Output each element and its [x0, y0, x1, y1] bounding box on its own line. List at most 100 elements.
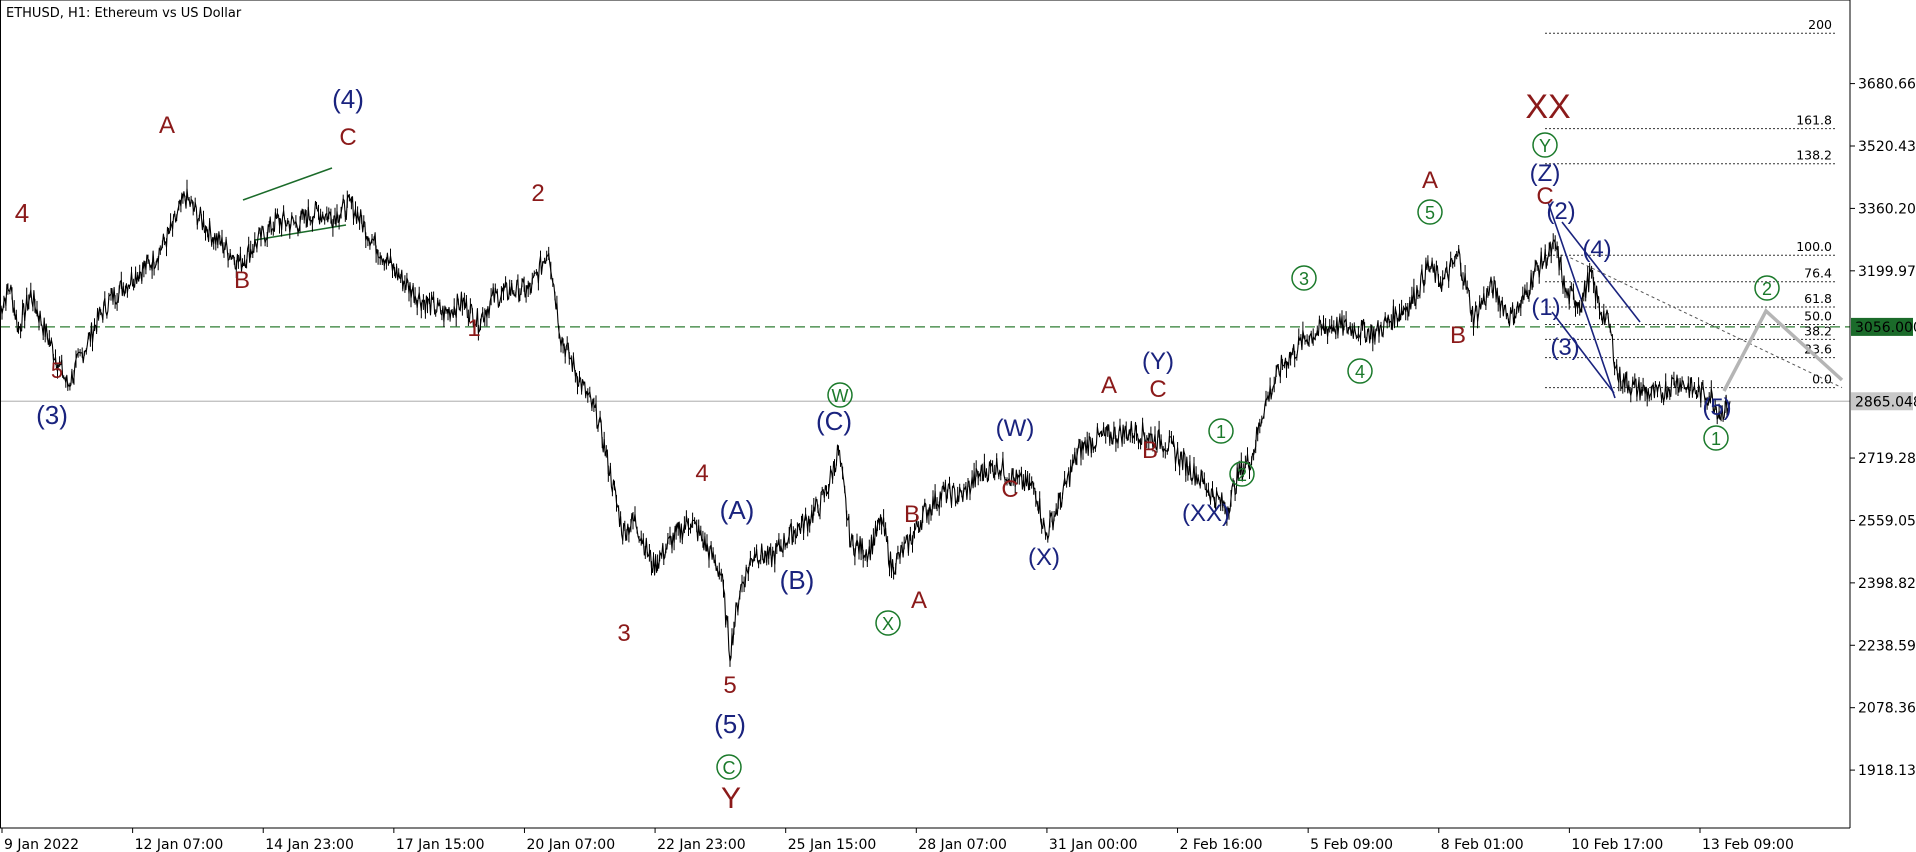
wave-text: (XX) — [1182, 500, 1230, 527]
wave-label: C — [339, 124, 356, 151]
wave-text: C — [1149, 376, 1166, 403]
wave-text: 3 — [1299, 269, 1309, 289]
x-tick-label: 17 Jan 15:00 — [396, 837, 485, 852]
wave-label: 3 — [1291, 265, 1317, 291]
x-tick-label: 14 Jan 23:00 — [265, 837, 354, 852]
y-tick-label: 3680.660 — [1858, 77, 1916, 93]
axes — [0, 0, 1851, 829]
wave-text: 5 — [1425, 203, 1435, 223]
wave-text: 2 — [531, 180, 544, 207]
wave-text: (W) — [996, 415, 1035, 442]
x-tick-label: 31 Jan 00:00 — [1049, 837, 1138, 852]
wave-label: B — [1142, 437, 1158, 464]
wave-label: (5) — [714, 709, 746, 739]
wave-label: (Y) — [1142, 348, 1174, 375]
wave-label: (Z) — [1530, 160, 1561, 187]
wave-text: B — [904, 501, 920, 528]
wave-text: C — [339, 124, 356, 151]
y-tick-label: 2719.280 — [1858, 451, 1916, 467]
wave-text: (3) — [1550, 334, 1579, 361]
fib-level-label: 138.2 — [1796, 148, 1832, 163]
wave-label: B — [234, 267, 250, 294]
chart-title: ETHUSD, H1: Ethereum vs US Dollar — [6, 6, 242, 21]
wave-text: A — [1101, 372, 1117, 399]
wave-label: C — [1536, 183, 1553, 210]
wave-label: 2 — [1229, 461, 1255, 487]
trendline — [1551, 311, 1615, 394]
y-tick-label: 1918.130 — [1858, 763, 1916, 779]
wave-circle — [827, 382, 853, 408]
wave-label: 5 — [723, 672, 736, 699]
wave-label: 2 — [1754, 275, 1780, 301]
wave-text: (3) — [36, 400, 68, 430]
wave-text: (2) — [1546, 198, 1575, 225]
wave-circle — [1532, 132, 1558, 158]
wave-label: (5) — [1702, 394, 1731, 421]
wave-text: A — [911, 587, 927, 614]
wave-label: (B) — [780, 565, 815, 595]
wave-label: 1 — [467, 315, 480, 342]
wave-label: (4) — [332, 84, 364, 114]
y-axis-ticks: 3680.660 3520.430 3360.200 3199.970 2719.280… — [1850, 77, 1916, 779]
fib-level-label: 76.4 — [1804, 266, 1832, 281]
wave-text: (C) — [816, 406, 852, 436]
wave-text: W — [832, 386, 849, 406]
wave-circle — [1208, 418, 1234, 444]
y-tick-label: 2078.360 — [1858, 701, 1916, 717]
wave-text: (Z) — [1530, 160, 1561, 187]
price-badge-text: 3056.000 — [1855, 320, 1916, 336]
price-bars — [0, 179, 1730, 667]
wave-circle — [875, 610, 901, 636]
wave-text: (Y) — [1142, 348, 1174, 375]
wave-label: (2) — [1546, 198, 1575, 225]
wave-text: B — [1450, 322, 1466, 349]
fib-level-label: 200 — [1808, 17, 1832, 32]
wave-label: 5 — [1417, 199, 1443, 225]
x-tick-label: 22 Jan 23:00 — [657, 837, 746, 852]
wave-circle — [1347, 358, 1373, 384]
fib-level-label: 50.0 — [1804, 309, 1832, 324]
wave-text: 5 — [51, 358, 63, 383]
wave-label: (A) — [720, 495, 755, 525]
fib-level-label: 38.2 — [1804, 323, 1832, 338]
wave-label: 4 — [695, 460, 708, 487]
wave-label: C — [1149, 376, 1166, 403]
y-tick-label: 3360.200 — [1858, 201, 1916, 217]
wave-circle — [1754, 275, 1780, 301]
y-tick-label: 3520.430 — [1858, 139, 1916, 155]
price-badge-bg — [1851, 392, 1913, 411]
y-tick-label: 3199.970 — [1858, 264, 1916, 280]
projection-path — [1722, 308, 1844, 392]
wave-text: (5) — [714, 709, 746, 739]
wave-text: 1 — [1711, 429, 1721, 449]
wave-label: (3) — [1550, 334, 1579, 361]
wave-label: (W) — [996, 415, 1035, 442]
wave-text: 2 — [1237, 465, 1247, 485]
x-tick-label: 10 Feb 17:00 — [1571, 837, 1663, 852]
x-tick-label: 5 Feb 09:00 — [1310, 837, 1393, 852]
wave-text: (B) — [780, 565, 815, 595]
wave-label: A — [1422, 167, 1438, 194]
wave-label: 5 — [51, 358, 63, 383]
wave-label: 1 — [1703, 425, 1729, 451]
x-tick-label: 25 Jan 15:00 — [788, 837, 877, 852]
wave-text: C — [723, 758, 736, 778]
x-tick-label: 12 Jan 07:00 — [135, 837, 224, 852]
trendline — [254, 224, 347, 241]
horizontal-levels — [0, 326, 1850, 402]
x-tick-label: 20 Jan 07:00 — [526, 837, 615, 852]
projection-line — [1722, 308, 1844, 392]
wave-label: C — [1001, 476, 1018, 503]
x-tick-label: 28 Jan 07:00 — [918, 837, 1007, 852]
wave-text: (A) — [720, 495, 755, 525]
wave-label: (XX) — [1182, 500, 1230, 527]
wave-label: (C) — [816, 406, 852, 436]
y-tick-label: 2398.820 — [1858, 576, 1916, 592]
wave-text: 4 — [15, 198, 29, 228]
wave-label: A — [159, 112, 175, 139]
wave-text: (4) — [332, 84, 364, 114]
wave-label: A — [911, 587, 927, 614]
wave-text: XX — [1525, 88, 1570, 126]
